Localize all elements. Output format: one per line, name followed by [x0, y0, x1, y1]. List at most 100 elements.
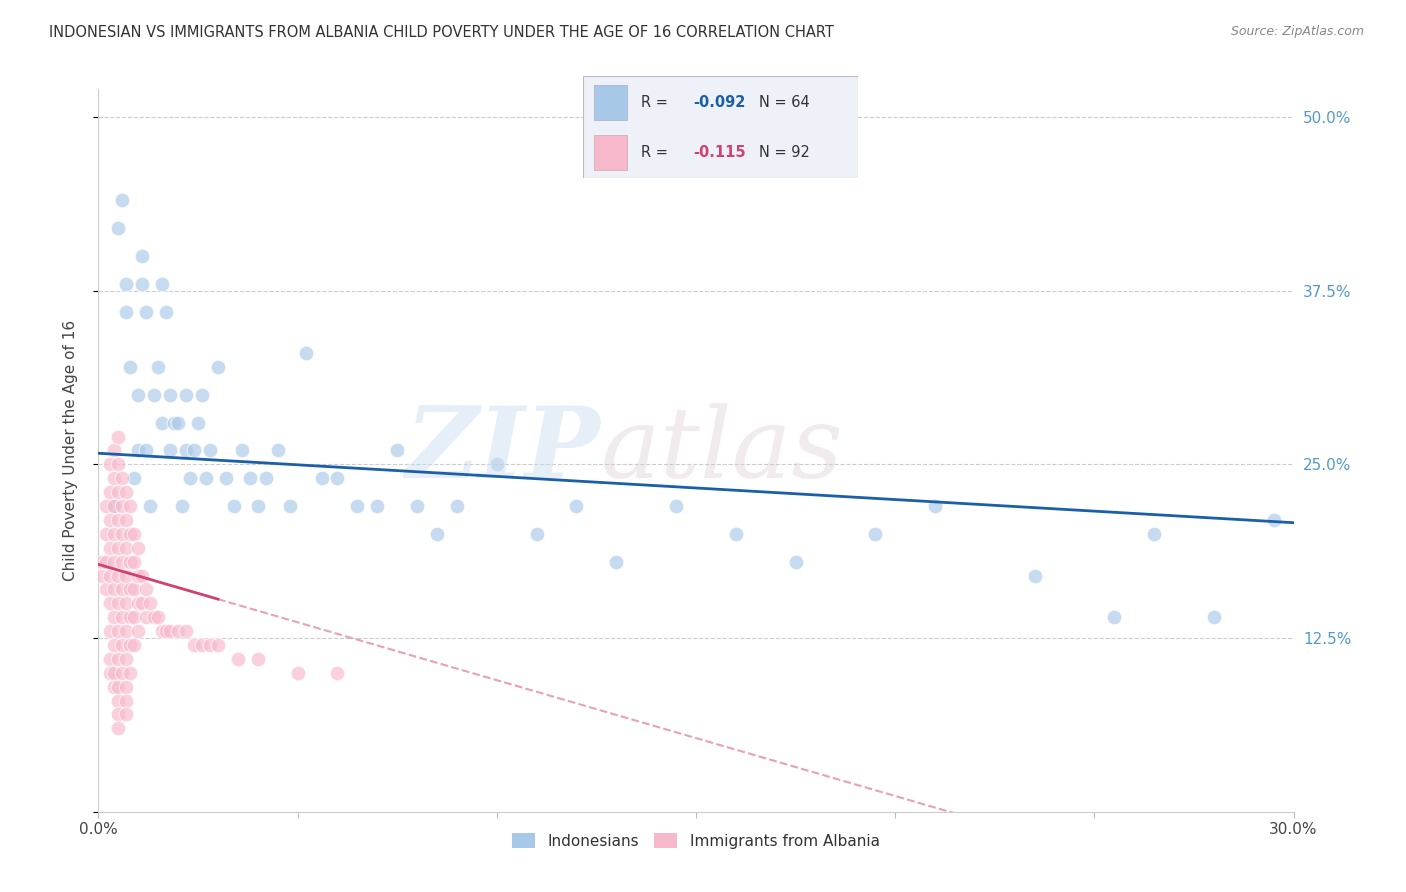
Point	[98, 652, 122, 666]
Point	[107, 541, 129, 555]
Point	[91, 568, 114, 582]
Point	[195, 471, 218, 485]
Point	[120, 526, 142, 541]
Point	[111, 194, 134, 208]
Point	[107, 513, 129, 527]
Point	[98, 458, 122, 472]
Point	[346, 499, 368, 513]
Point	[127, 568, 149, 582]
Point	[111, 638, 134, 652]
Point	[124, 582, 146, 597]
Point	[111, 471, 134, 485]
Point	[107, 568, 129, 582]
Point	[120, 665, 142, 680]
Point	[107, 429, 129, 443]
Point	[139, 499, 162, 513]
FancyBboxPatch shape	[595, 136, 627, 170]
Point	[724, 526, 747, 541]
Point	[426, 526, 449, 541]
Point	[120, 499, 142, 513]
Point	[103, 499, 125, 513]
Point	[785, 555, 807, 569]
Y-axis label: Child Poverty Under the Age of 16: Child Poverty Under the Age of 16	[63, 320, 77, 581]
Point	[167, 624, 190, 639]
Point	[103, 680, 125, 694]
Point	[103, 471, 125, 485]
Point	[406, 499, 429, 513]
Point	[565, 499, 588, 513]
Point	[865, 526, 887, 541]
Point	[246, 652, 269, 666]
Point	[120, 555, 142, 569]
Point	[111, 526, 134, 541]
Point	[287, 665, 309, 680]
Point	[127, 541, 149, 555]
Point	[98, 541, 122, 555]
Point	[107, 722, 129, 736]
Point	[172, 499, 194, 513]
Point	[226, 652, 249, 666]
Point	[135, 582, 157, 597]
Point	[207, 638, 229, 652]
Point	[135, 304, 157, 318]
Point	[127, 443, 149, 458]
Text: atlas: atlas	[600, 403, 844, 498]
Point	[526, 526, 548, 541]
Point	[207, 360, 229, 375]
Point	[326, 665, 349, 680]
Point	[107, 707, 129, 722]
Point	[98, 568, 122, 582]
Point	[143, 388, 166, 402]
Point	[111, 582, 134, 597]
Point	[115, 652, 138, 666]
Point	[107, 221, 129, 235]
Point	[127, 624, 149, 639]
Point	[150, 416, 173, 430]
Point	[115, 485, 138, 500]
Point	[98, 665, 122, 680]
Point	[143, 610, 166, 624]
Point	[120, 582, 142, 597]
Point	[96, 499, 118, 513]
FancyBboxPatch shape	[583, 76, 858, 178]
Point	[159, 443, 181, 458]
Point	[135, 443, 157, 458]
Point	[148, 610, 170, 624]
Point	[115, 596, 138, 610]
Point	[665, 499, 688, 513]
Text: -0.115: -0.115	[693, 145, 745, 161]
Point	[103, 499, 125, 513]
Point	[1024, 568, 1046, 582]
Point	[254, 471, 277, 485]
Point	[167, 416, 190, 430]
Point	[1263, 513, 1285, 527]
Point	[96, 555, 118, 569]
Point	[98, 624, 122, 639]
Point	[139, 596, 162, 610]
Point	[115, 624, 138, 639]
Point	[267, 443, 290, 458]
Point	[124, 526, 146, 541]
Point	[98, 485, 122, 500]
Point	[124, 638, 146, 652]
Point	[124, 471, 146, 485]
Text: INDONESIAN VS IMMIGRANTS FROM ALBANIA CHILD POVERTY UNDER THE AGE OF 16 CORRELAT: INDONESIAN VS IMMIGRANTS FROM ALBANIA CH…	[49, 25, 834, 40]
Point	[924, 499, 946, 513]
Text: R =: R =	[641, 145, 672, 161]
Point	[111, 610, 134, 624]
Point	[103, 638, 125, 652]
Point	[103, 610, 125, 624]
Point	[98, 596, 122, 610]
Point	[120, 360, 142, 375]
Point	[187, 416, 209, 430]
Point	[1143, 526, 1166, 541]
Point	[1104, 610, 1126, 624]
Point	[115, 277, 138, 291]
Point	[131, 568, 153, 582]
Point	[124, 610, 146, 624]
Text: ZIP: ZIP	[405, 402, 600, 499]
Point	[191, 638, 214, 652]
Point	[294, 346, 316, 360]
Point	[198, 443, 221, 458]
Point	[127, 596, 149, 610]
